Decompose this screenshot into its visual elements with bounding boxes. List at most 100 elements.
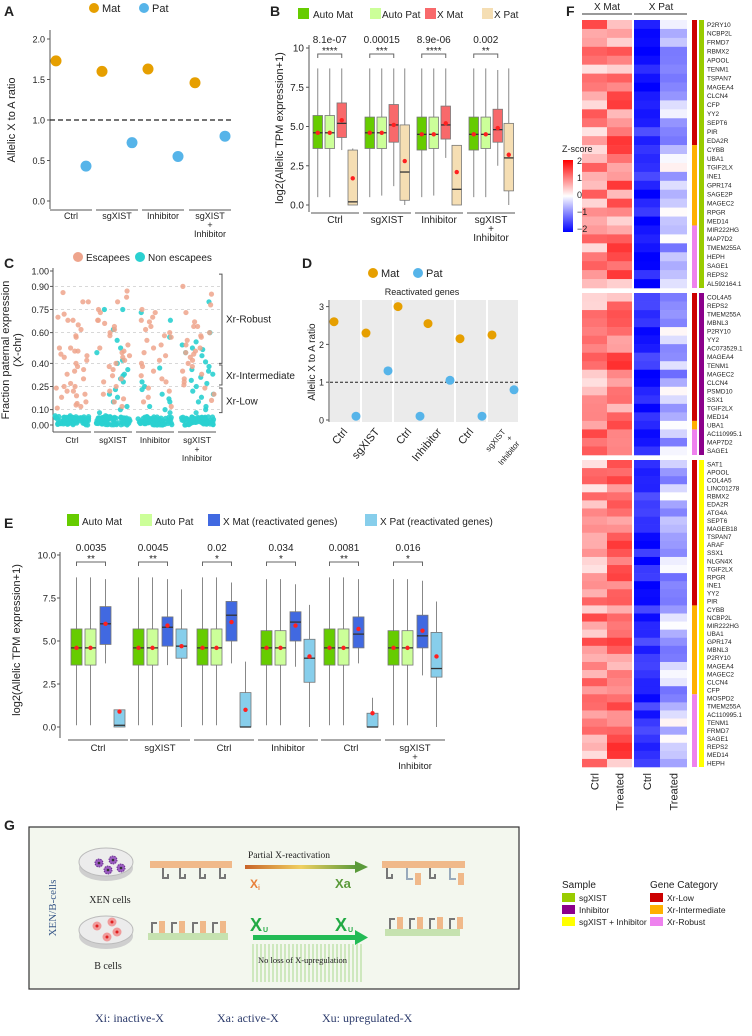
nucleus xyxy=(110,920,114,924)
heatmap-cell xyxy=(660,476,687,485)
gene-label: SEPT6 xyxy=(707,518,728,525)
non-escapee-point xyxy=(96,410,103,416)
escapee-point xyxy=(198,334,204,340)
mean-marker xyxy=(495,125,500,131)
escapee-point xyxy=(100,391,106,397)
mean-marker xyxy=(117,709,122,714)
data-point-pat xyxy=(509,385,519,395)
y-axis-title: Allelic X to A ratio xyxy=(307,323,318,401)
heatmap-cell xyxy=(582,597,607,606)
heatmap-cell xyxy=(660,109,687,119)
heatmap-cell xyxy=(582,162,607,173)
heatmap-cell xyxy=(634,395,660,405)
non-escapee-point xyxy=(99,421,105,427)
mean-marker xyxy=(506,152,511,157)
escapee-point xyxy=(167,330,173,336)
legend-swatch xyxy=(482,8,493,19)
escapee-point xyxy=(54,405,60,411)
heatmap-cell xyxy=(660,645,687,655)
gene-label: ATG4A xyxy=(707,510,728,517)
non-escapee-point xyxy=(207,419,214,425)
heatmap-cell xyxy=(607,597,632,606)
p-value: 8.1e-07 xyxy=(313,35,347,46)
legend-swatch xyxy=(650,905,663,914)
escapee-point xyxy=(111,326,118,333)
xa-label: Xa xyxy=(335,876,352,891)
heatmap-cell xyxy=(634,548,660,558)
heatmap-cell xyxy=(634,207,660,217)
non-escapee-point xyxy=(70,422,76,428)
heatmap-cell xyxy=(607,20,632,30)
heatmap-cell xyxy=(660,279,687,289)
gene-label: SAGE1 xyxy=(707,736,729,743)
gene-category-bar xyxy=(692,145,697,226)
category-label: Inhibitor xyxy=(398,761,432,772)
escapee-point xyxy=(78,403,84,410)
escapee-point xyxy=(60,289,66,296)
heatmap-cell xyxy=(634,460,660,469)
non-escapee-point xyxy=(158,415,164,421)
escapee-point xyxy=(156,357,163,363)
heatmap-cell xyxy=(607,386,632,396)
escapee-point xyxy=(72,383,78,390)
non-escapee-point xyxy=(193,339,199,345)
legend-label: Mat xyxy=(102,3,120,15)
escapee-point xyxy=(70,388,77,394)
heatmap-cell xyxy=(660,216,687,226)
x-chromosome-bar xyxy=(385,929,460,936)
active-gene-icon xyxy=(449,868,456,880)
escapee-point xyxy=(95,317,101,323)
gene-label: RPGR xyxy=(707,574,726,581)
gene-label: TMEM255A xyxy=(707,312,741,319)
non-escapee-point xyxy=(159,391,165,397)
heatmap-cell xyxy=(660,429,687,439)
significance-bracket xyxy=(393,561,423,566)
y-tick-label: 0.00 xyxy=(31,421,49,431)
heatmap-cell xyxy=(607,216,632,226)
active-gene-icon xyxy=(171,922,177,933)
heatmap-cell xyxy=(582,369,607,379)
heatmap-cell xyxy=(634,82,660,92)
heatmap-cell xyxy=(582,605,607,614)
category-label: sgXIST xyxy=(399,743,430,754)
heatmap-cell xyxy=(607,207,632,217)
y-tick-label: 5.0 xyxy=(43,637,56,648)
heatmap-cell xyxy=(660,565,687,574)
heatmap-cell xyxy=(634,198,660,208)
escapee-point xyxy=(64,371,70,377)
heatmap-cell xyxy=(634,270,660,280)
heatmap-cell xyxy=(582,395,607,405)
escapee-point xyxy=(163,379,169,385)
heatmap-cell xyxy=(660,82,687,92)
escapee-point xyxy=(183,342,189,348)
heatmap-cell xyxy=(634,686,660,695)
heatmap-cell xyxy=(634,243,660,253)
gene-label: TENM1 xyxy=(707,363,729,370)
significance-stars: ** xyxy=(149,554,157,565)
y-axis-title: Allelic X to A ratio xyxy=(6,78,18,163)
heatmap-cell xyxy=(660,46,687,57)
heatmap-cell xyxy=(607,270,632,280)
y-axis-title: Fraction paternal expression xyxy=(0,281,12,420)
heatmap-cell xyxy=(607,420,632,430)
heatmap-cell xyxy=(607,109,632,119)
gene-label: TMEM255A xyxy=(707,245,741,252)
data-point-mat xyxy=(487,330,497,340)
escapee-point xyxy=(122,357,128,363)
heatmap-cell xyxy=(582,261,607,271)
data-point-pat xyxy=(383,366,393,376)
heatmap-cell xyxy=(660,310,687,319)
y-tick-label: 10.0 xyxy=(38,551,57,562)
heatmap-cell xyxy=(607,484,632,493)
heatmap-cell xyxy=(607,82,632,92)
non-escapee-point xyxy=(167,317,174,323)
heatmap-cell xyxy=(582,492,607,501)
escapee-point xyxy=(158,342,164,348)
gene-label: AL592164.1 xyxy=(707,281,742,288)
non-escapee-point xyxy=(102,413,109,419)
heatmap-cell xyxy=(660,270,687,280)
y-tick-label: 1 xyxy=(319,378,324,388)
non-escapee-point xyxy=(167,410,173,416)
heatmap-cell xyxy=(607,516,632,525)
escapee-point xyxy=(124,288,130,294)
